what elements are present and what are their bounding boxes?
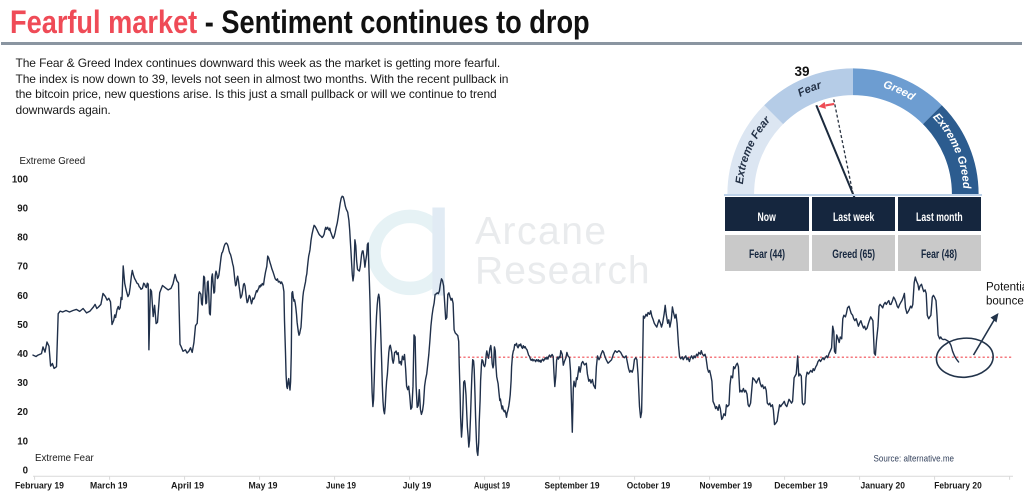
svg-text:50: 50	[17, 320, 28, 331]
svg-text:August 19: August 19	[474, 481, 510, 491]
svg-text:January 20: January 20	[861, 481, 906, 491]
svg-text:February 19: February 19	[15, 481, 64, 491]
svg-text:June 19: June 19	[326, 481, 356, 491]
svg-text:20: 20	[17, 407, 28, 418]
svg-text:Research: Research	[475, 250, 651, 293]
svg-text:39: 39	[794, 64, 809, 79]
svg-text:bounce?: bounce?	[986, 296, 1024, 308]
svg-text:10: 10	[17, 436, 28, 447]
svg-text:April 19: April 19	[171, 481, 204, 491]
svg-text:Extreme Fear: Extreme Fear	[35, 453, 94, 464]
svg-text:Arcane: Arcane	[475, 210, 608, 253]
svg-text:March 19: March 19	[90, 481, 128, 491]
svg-text:Extreme Greed: Extreme Greed	[20, 156, 86, 167]
svg-text:80: 80	[17, 233, 28, 244]
svg-text:December 19: December 19	[774, 481, 828, 491]
svg-text:May 19: May 19	[249, 481, 278, 491]
svg-text:70: 70	[17, 262, 28, 273]
svg-text:September 19: September 19	[545, 481, 600, 491]
svg-text:100: 100	[12, 174, 28, 185]
svg-text:30: 30	[17, 378, 28, 389]
svg-text:November 19: November 19	[700, 481, 753, 491]
svg-text:February 20: February 20	[934, 481, 982, 491]
svg-text:90: 90	[17, 204, 28, 215]
svg-text:0: 0	[23, 465, 28, 476]
svg-text:October 19: October 19	[627, 481, 671, 491]
svg-text:Source: alternative.me: Source: alternative.me	[874, 454, 955, 464]
svg-text:40: 40	[17, 349, 28, 360]
svg-text:July 19: July 19	[403, 481, 432, 491]
svg-text:Potential: Potential	[986, 282, 1024, 294]
svg-text:60: 60	[17, 291, 28, 302]
